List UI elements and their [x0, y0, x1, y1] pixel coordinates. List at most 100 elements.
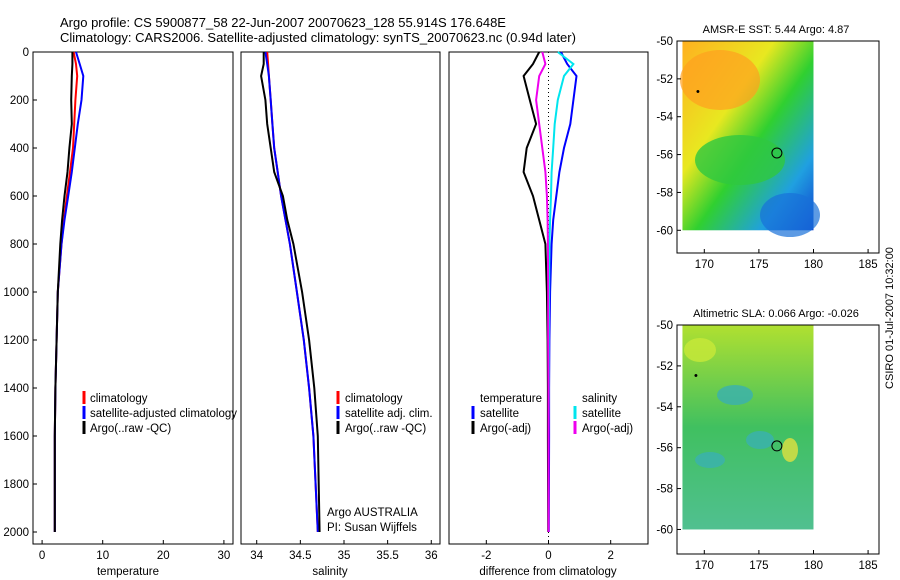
map-y-tick-label: -60: [656, 524, 673, 536]
y-tick-label: 0: [23, 47, 29, 59]
salinity-legend: climatology satellite adj. clim. Argo(..…: [336, 391, 433, 435]
y-tick-label: 1400: [3, 383, 29, 395]
series-line-climatology: [266, 51, 319, 533]
x-tick-label: 2: [607, 550, 613, 562]
x-tick-label: 20: [157, 550, 170, 562]
map-x-tick-label: 170: [695, 259, 714, 271]
salinity-panel: 34 34.5 35 35.5 36 salinity climatology sate…: [240, 51, 441, 578]
figure-title-line1: Argo profile: CS 5900877_58 22-Jun-2007 …: [60, 15, 506, 30]
float-track-marker-icon: •: [696, 86, 700, 98]
series-line-salinity-argo-adj: [535, 51, 550, 532]
legend-label-climatology: climatology: [90, 393, 148, 405]
salinity-plot-frame: [240, 51, 441, 545]
legend-title-salinity: salinity: [582, 393, 617, 405]
x-tick-label: 30: [218, 550, 231, 562]
map-x-tick-label: 180: [804, 259, 823, 271]
legend-label-climatology: climatology: [345, 393, 403, 405]
series-line-argo-raw-qc: [53, 52, 74, 532]
map-y-tick-label: -56: [656, 443, 673, 455]
map-x-tick-label: 180: [804, 560, 823, 572]
profile-location-marker: [771, 440, 783, 452]
temperature-x-label: temperature: [97, 566, 159, 578]
sla-map-frame: [676, 324, 880, 555]
depth-y-ticks: 0 200 400 600 800 1000 1200 1400 1600 1800 2000: [3, 47, 37, 539]
map-x-tick-label: 170: [695, 560, 714, 572]
sla-patch-2: [746, 431, 774, 449]
sla-patch-5: [684, 338, 716, 362]
legend-label-temp-argo: Argo(-adj): [480, 423, 531, 435]
x-tick-label: 0: [39, 550, 45, 562]
series-line-argo-raw-qc: [260, 52, 321, 533]
difference-x-ticks: -2 0 2: [481, 540, 614, 562]
map-x-tick-label: 185: [858, 560, 877, 572]
map-y-tick-label: -58: [656, 187, 673, 199]
figure-title-line2: Climatology: CARS2006. Satellite-adjuste…: [60, 30, 576, 45]
y-tick-label: 1200: [3, 335, 29, 347]
sst-map-frame: [676, 40, 880, 254]
series-line-temperature-argo-adj: [522, 51, 550, 533]
sst-map-panel: AMSR-E SST: 5.44 Argo: 4.87 • 170 175 180 1…: [656, 24, 880, 271]
argo-pi-annotation: PI: Susan Wijffels: [327, 522, 417, 534]
legend-label-argo: Argo(..raw -QC): [90, 423, 171, 435]
x-tick-label: 34: [250, 550, 263, 562]
temperature-plot-frame: [32, 51, 234, 545]
legend-label-argo: Argo(..raw -QC): [345, 423, 426, 435]
y-tick-label: 1800: [3, 479, 29, 491]
sla-map-panel: Altimetric SLA: 0.066 Argo: -0.026 • 170…: [656, 308, 880, 572]
y-tick-label: 1000: [3, 287, 29, 299]
sst-patches: [680, 50, 820, 237]
float-track-marker-icon: •: [694, 370, 698, 382]
map-y-tick-label: -60: [656, 225, 673, 237]
salinity-x-label: salinity: [312, 566, 347, 578]
y-tick-label: 200: [10, 95, 29, 107]
y-tick-label: 1600: [3, 431, 29, 443]
sst-map-title: AMSR-E SST: 5.44 Argo: 4.87: [703, 24, 850, 36]
sst-patch-blue: [760, 193, 820, 237]
difference-series-lines: [522, 51, 578, 533]
map-x-tick-label: 175: [749, 259, 768, 271]
map-y-tick-label: -50: [656, 320, 673, 332]
temperature-series-lines: [53, 51, 85, 532]
difference-legend: temperature salinity satellite Argo(-adj…: [471, 393, 633, 435]
series-line-satellite-adj-clim: [264, 51, 319, 533]
map-x-tick-label: 175: [749, 560, 768, 572]
sla-patch-1: [717, 385, 753, 405]
map-y-tick-label: -50: [656, 36, 673, 48]
x-tick-label: 35.5: [376, 550, 398, 562]
map-y-tick-label: -52: [656, 74, 673, 86]
sst-map-x-ticks: 170 175 180 185: [695, 249, 878, 271]
sst-patch-green: [695, 135, 785, 185]
x-tick-label: 0: [545, 550, 551, 562]
x-tick-label: -2: [481, 550, 491, 562]
legend-label-sal-satellite: satellite: [582, 408, 621, 420]
sst-patch-orange: [680, 50, 760, 110]
y-tick-label: 600: [10, 191, 29, 203]
series-line-satellite-adjusted-climatology: [53, 51, 85, 532]
temperature-x-ticks: 0 10 20 30: [39, 540, 230, 562]
sla-patch-3: [695, 452, 725, 468]
x-tick-label: 34.5: [289, 550, 311, 562]
map-y-tick-label: -52: [656, 361, 673, 373]
csiro-timestamp-label: CSIRO 01-Jul-2007 10:32:00: [884, 247, 896, 389]
sla-patch-4: [782, 438, 798, 462]
sla-patches: [684, 338, 798, 468]
map-y-tick-label: -56: [656, 150, 673, 162]
temperature-legend: climatology satellite-adjusted climatolo…: [82, 391, 237, 435]
x-tick-label: 35: [338, 550, 351, 562]
map-y-tick-label: -54: [656, 112, 673, 124]
sla-map-y-ticks: -50 -52 -54 -56 -58 -60: [656, 320, 681, 536]
x-tick-label: 36: [425, 550, 438, 562]
sst-map-y-ticks: -50 -52 -54 -56 -58 -60: [656, 36, 681, 237]
difference-x-label: difference from climatology: [479, 566, 616, 578]
difference-panel: -2 0 2 difference from climatology tempera…: [448, 51, 649, 578]
legend-label-temp-satellite: satellite: [480, 408, 519, 420]
map-y-tick-label: -58: [656, 484, 673, 496]
y-tick-label: 2000: [3, 527, 29, 539]
profile-location-marker: [771, 147, 783, 159]
legend-label-satellite: satellite-adjusted climatology: [90, 408, 237, 420]
x-tick-label: 10: [96, 550, 109, 562]
series-line-temperature-satellite: [547, 51, 578, 533]
temperature-panel: 0 10 20 30 0 200 400 600 800 1000 1200 1400 1600 180…: [3, 47, 237, 578]
legend-title-temperature: temperature: [480, 393, 542, 405]
